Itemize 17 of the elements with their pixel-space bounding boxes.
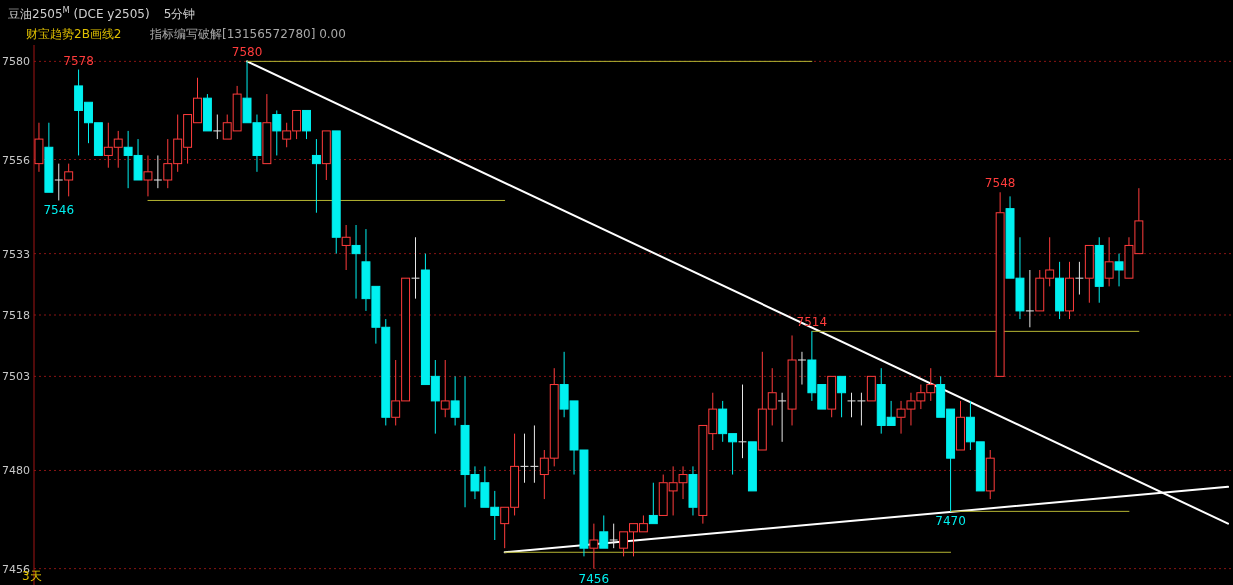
chart-title: 豆油2505$^{M}$ (DCE y2505) bbox=[8, 5, 150, 21]
y-tick-label: 7503 bbox=[2, 370, 30, 384]
y-tick-label: 7556 bbox=[2, 153, 30, 167]
annotation: 7470 bbox=[935, 514, 966, 529]
annotation: 7548 bbox=[984, 176, 1016, 191]
chart-subtitle: 5分钟 bbox=[163, 7, 196, 21]
annotation: 7578 bbox=[63, 53, 94, 68]
annotation: 7580 bbox=[231, 45, 263, 60]
annotation: 7514 bbox=[796, 315, 828, 330]
annotation: 7546 bbox=[43, 203, 75, 218]
text: 财宝趋势2B画线2 bbox=[26, 27, 122, 41]
y-tick-label: 7580 bbox=[2, 55, 30, 69]
y-tick-label: 7518 bbox=[2, 309, 30, 322]
text: 指标编写破解[13156572780] 0.00 bbox=[149, 27, 346, 41]
annotation: 7456 bbox=[578, 571, 610, 585]
y-tick-label: 7533 bbox=[2, 247, 30, 261]
y-tick-label: 7480 bbox=[2, 464, 30, 478]
